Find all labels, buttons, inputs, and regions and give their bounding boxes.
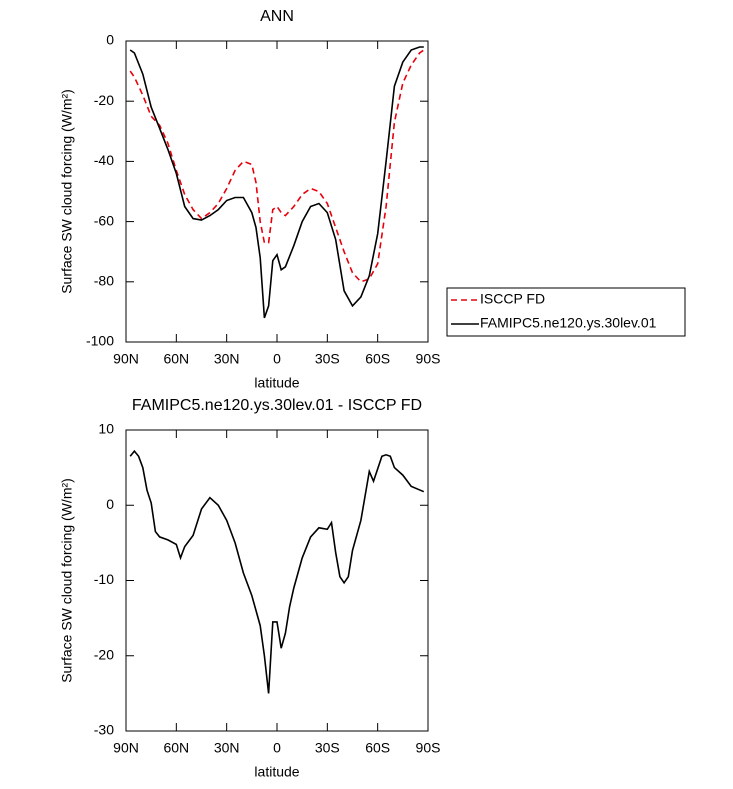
data-line: [129, 49, 425, 283]
y-tick-label: -30: [94, 722, 114, 738]
x-tick-label: 30S: [315, 740, 340, 756]
x-tick-label: 60S: [365, 740, 390, 756]
x-axis-label: latitude: [254, 764, 299, 780]
x-tick-label: 30S: [315, 351, 340, 367]
y-tick-label: -60: [94, 212, 114, 228]
chart-title: ANN: [260, 8, 294, 25]
x-tick-label: 90N: [113, 351, 139, 367]
y-axis-label: Surface SW cloud forcing (W/m²): [59, 89, 75, 294]
x-tick-label: 0: [273, 351, 281, 367]
x-axis-label: latitude: [254, 375, 299, 391]
x-tick-label: 90S: [416, 351, 441, 367]
y-tick-label: -20: [94, 646, 114, 662]
plot-frame: [125, 429, 429, 732]
y-tick-label: -20: [94, 92, 114, 108]
legend-label: ISCCP FD: [480, 291, 545, 307]
y-tick-label: 0: [106, 32, 114, 48]
chart-title: FAMIPC5.ne120.ys.30lev.01 - ISCCP FD: [132, 397, 422, 414]
x-tick-label: 90S: [416, 740, 441, 756]
x-tick-label: 60N: [163, 351, 189, 367]
y-tick-label: 0: [106, 496, 114, 512]
legend-box: [446, 287, 686, 337]
x-tick-label: 0: [273, 740, 281, 756]
x-tick-label: 30N: [214, 351, 240, 367]
x-tick-label: 60N: [163, 740, 189, 756]
data-line: [129, 449, 425, 694]
data-line: [129, 46, 424, 319]
y-tick-label: -40: [94, 152, 114, 168]
y-tick-label: -10: [94, 571, 114, 587]
y-axis-label: Surface SW cloud forcing (W/m²): [59, 478, 75, 683]
y-tick-label: 10: [98, 421, 114, 437]
x-tick-label: 90N: [113, 740, 139, 756]
x-tick-label: 30N: [214, 740, 240, 756]
x-tick-label: 60S: [365, 351, 390, 367]
y-tick-label: -80: [94, 273, 114, 289]
y-tick-label: -100: [86, 333, 114, 349]
plot-frame: [125, 40, 429, 343]
legend-label: FAMIPC5.ne120.ys.30lev.01: [480, 315, 657, 331]
